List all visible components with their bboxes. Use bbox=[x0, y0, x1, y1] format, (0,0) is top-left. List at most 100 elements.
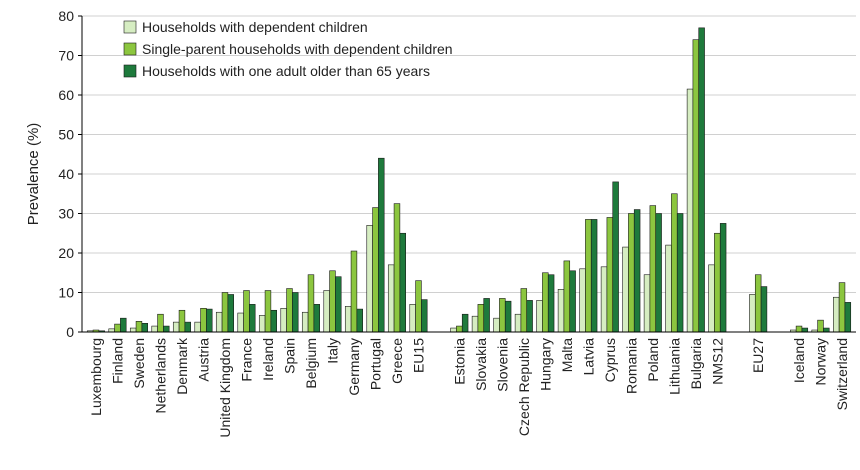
bar bbox=[665, 244, 672, 333]
y-tick-label: 70 bbox=[58, 48, 74, 64]
bar bbox=[270, 309, 277, 333]
bar bbox=[344, 306, 352, 333]
bar bbox=[157, 313, 164, 333]
bar bbox=[655, 213, 662, 333]
x-tick-label: Finland bbox=[109, 338, 125, 384]
x-tick-label: Portugal bbox=[367, 338, 383, 390]
bar bbox=[686, 88, 694, 333]
y-tick-label: 30 bbox=[58, 206, 74, 222]
bar bbox=[569, 270, 576, 333]
bar bbox=[372, 207, 379, 333]
bar bbox=[172, 321, 180, 333]
bar bbox=[307, 274, 315, 333]
bar bbox=[754, 274, 762, 333]
bar bbox=[335, 276, 342, 333]
bar bbox=[643, 274, 651, 333]
bar bbox=[692, 39, 700, 333]
bar bbox=[471, 315, 479, 333]
bar bbox=[844, 302, 852, 333]
x-tick-label: Latvia bbox=[580, 338, 596, 376]
bar bbox=[292, 292, 299, 333]
bar bbox=[698, 27, 705, 333]
bar bbox=[606, 217, 614, 333]
bar bbox=[243, 290, 250, 333]
x-tick-label: France bbox=[238, 338, 254, 382]
bar bbox=[628, 213, 635, 333]
bar bbox=[114, 323, 121, 333]
bar bbox=[563, 260, 571, 333]
bar bbox=[504, 300, 512, 333]
x-tick-label: Belgium bbox=[303, 338, 319, 389]
x-tick-label: Norway bbox=[813, 338, 829, 385]
x-tick-label: EU15 bbox=[410, 338, 426, 373]
bar bbox=[120, 317, 127, 333]
x-tick-label: Netherlands bbox=[152, 338, 168, 414]
bar bbox=[366, 225, 373, 333]
x-tick-label: Germany bbox=[346, 338, 362, 396]
x-tick-label: Greece bbox=[389, 338, 405, 384]
bar bbox=[200, 307, 207, 333]
bar bbox=[671, 193, 678, 333]
bar bbox=[526, 300, 533, 333]
x-tick-label: Hungary bbox=[537, 338, 553, 391]
x-tick-label: Romania bbox=[623, 338, 639, 394]
bar bbox=[520, 288, 528, 333]
x-tick-label: Italy bbox=[324, 338, 340, 364]
y-tick-label: 20 bbox=[58, 245, 74, 261]
bar bbox=[622, 246, 629, 333]
y-tick-label: 50 bbox=[58, 127, 74, 143]
legend-label: Households with one adult older than 65 … bbox=[142, 63, 430, 79]
bar bbox=[151, 325, 158, 333]
bar bbox=[356, 308, 363, 333]
bar bbox=[329, 270, 336, 333]
bar bbox=[194, 321, 201, 333]
x-tick-label: Ireland bbox=[260, 338, 276, 381]
x-tick-label: Slovenia bbox=[494, 338, 510, 392]
bar bbox=[612, 181, 619, 333]
x-tick-label: EU27 bbox=[750, 338, 766, 373]
bar bbox=[141, 323, 148, 333]
bar bbox=[493, 317, 500, 333]
bar bbox=[415, 280, 422, 333]
legend: Households with dependent children Single… bbox=[123, 19, 453, 79]
legend-swatch bbox=[123, 42, 137, 56]
x-tick-label: Luxembourg bbox=[88, 338, 104, 416]
y-tick-label: 0 bbox=[66, 324, 74, 340]
legend-swatch bbox=[123, 20, 137, 34]
bar bbox=[823, 327, 830, 333]
bar bbox=[221, 292, 229, 333]
bar bbox=[393, 203, 401, 333]
x-tick-label: Austria bbox=[195, 338, 211, 382]
x-tick-label: Slovakia bbox=[473, 338, 489, 391]
bar bbox=[301, 311, 309, 333]
bar bbox=[838, 282, 846, 333]
bar bbox=[542, 272, 549, 333]
bar bbox=[817, 319, 824, 333]
bar bbox=[801, 327, 809, 333]
bar bbox=[499, 298, 506, 333]
bar bbox=[264, 290, 272, 333]
x-tick-label: Malta bbox=[559, 338, 575, 372]
y-tick-labels: 0 10 20 30 40 50 60 70 80 bbox=[58, 8, 74, 340]
bar bbox=[579, 268, 586, 333]
bar bbox=[450, 327, 457, 333]
x-tick-label: NMS12 bbox=[709, 338, 725, 385]
bar bbox=[286, 288, 293, 333]
bar bbox=[547, 274, 555, 333]
bar bbox=[409, 304, 416, 333]
x-tick-label: Sweden bbox=[131, 338, 147, 389]
y-tick-label: 80 bbox=[58, 8, 74, 24]
bar bbox=[477, 304, 485, 333]
bar bbox=[421, 299, 428, 333]
x-tick-label: Bulgaria bbox=[688, 338, 704, 390]
bar bbox=[719, 223, 727, 333]
bar bbox=[313, 304, 320, 333]
axes bbox=[78, 15, 856, 333]
x-tick-label: Cyprus bbox=[602, 338, 618, 382]
bar bbox=[206, 308, 213, 333]
bar bbox=[590, 219, 598, 333]
y-axis-title: Prevalence (%) bbox=[25, 123, 42, 226]
bar bbox=[749, 294, 756, 333]
bar bbox=[237, 312, 244, 333]
